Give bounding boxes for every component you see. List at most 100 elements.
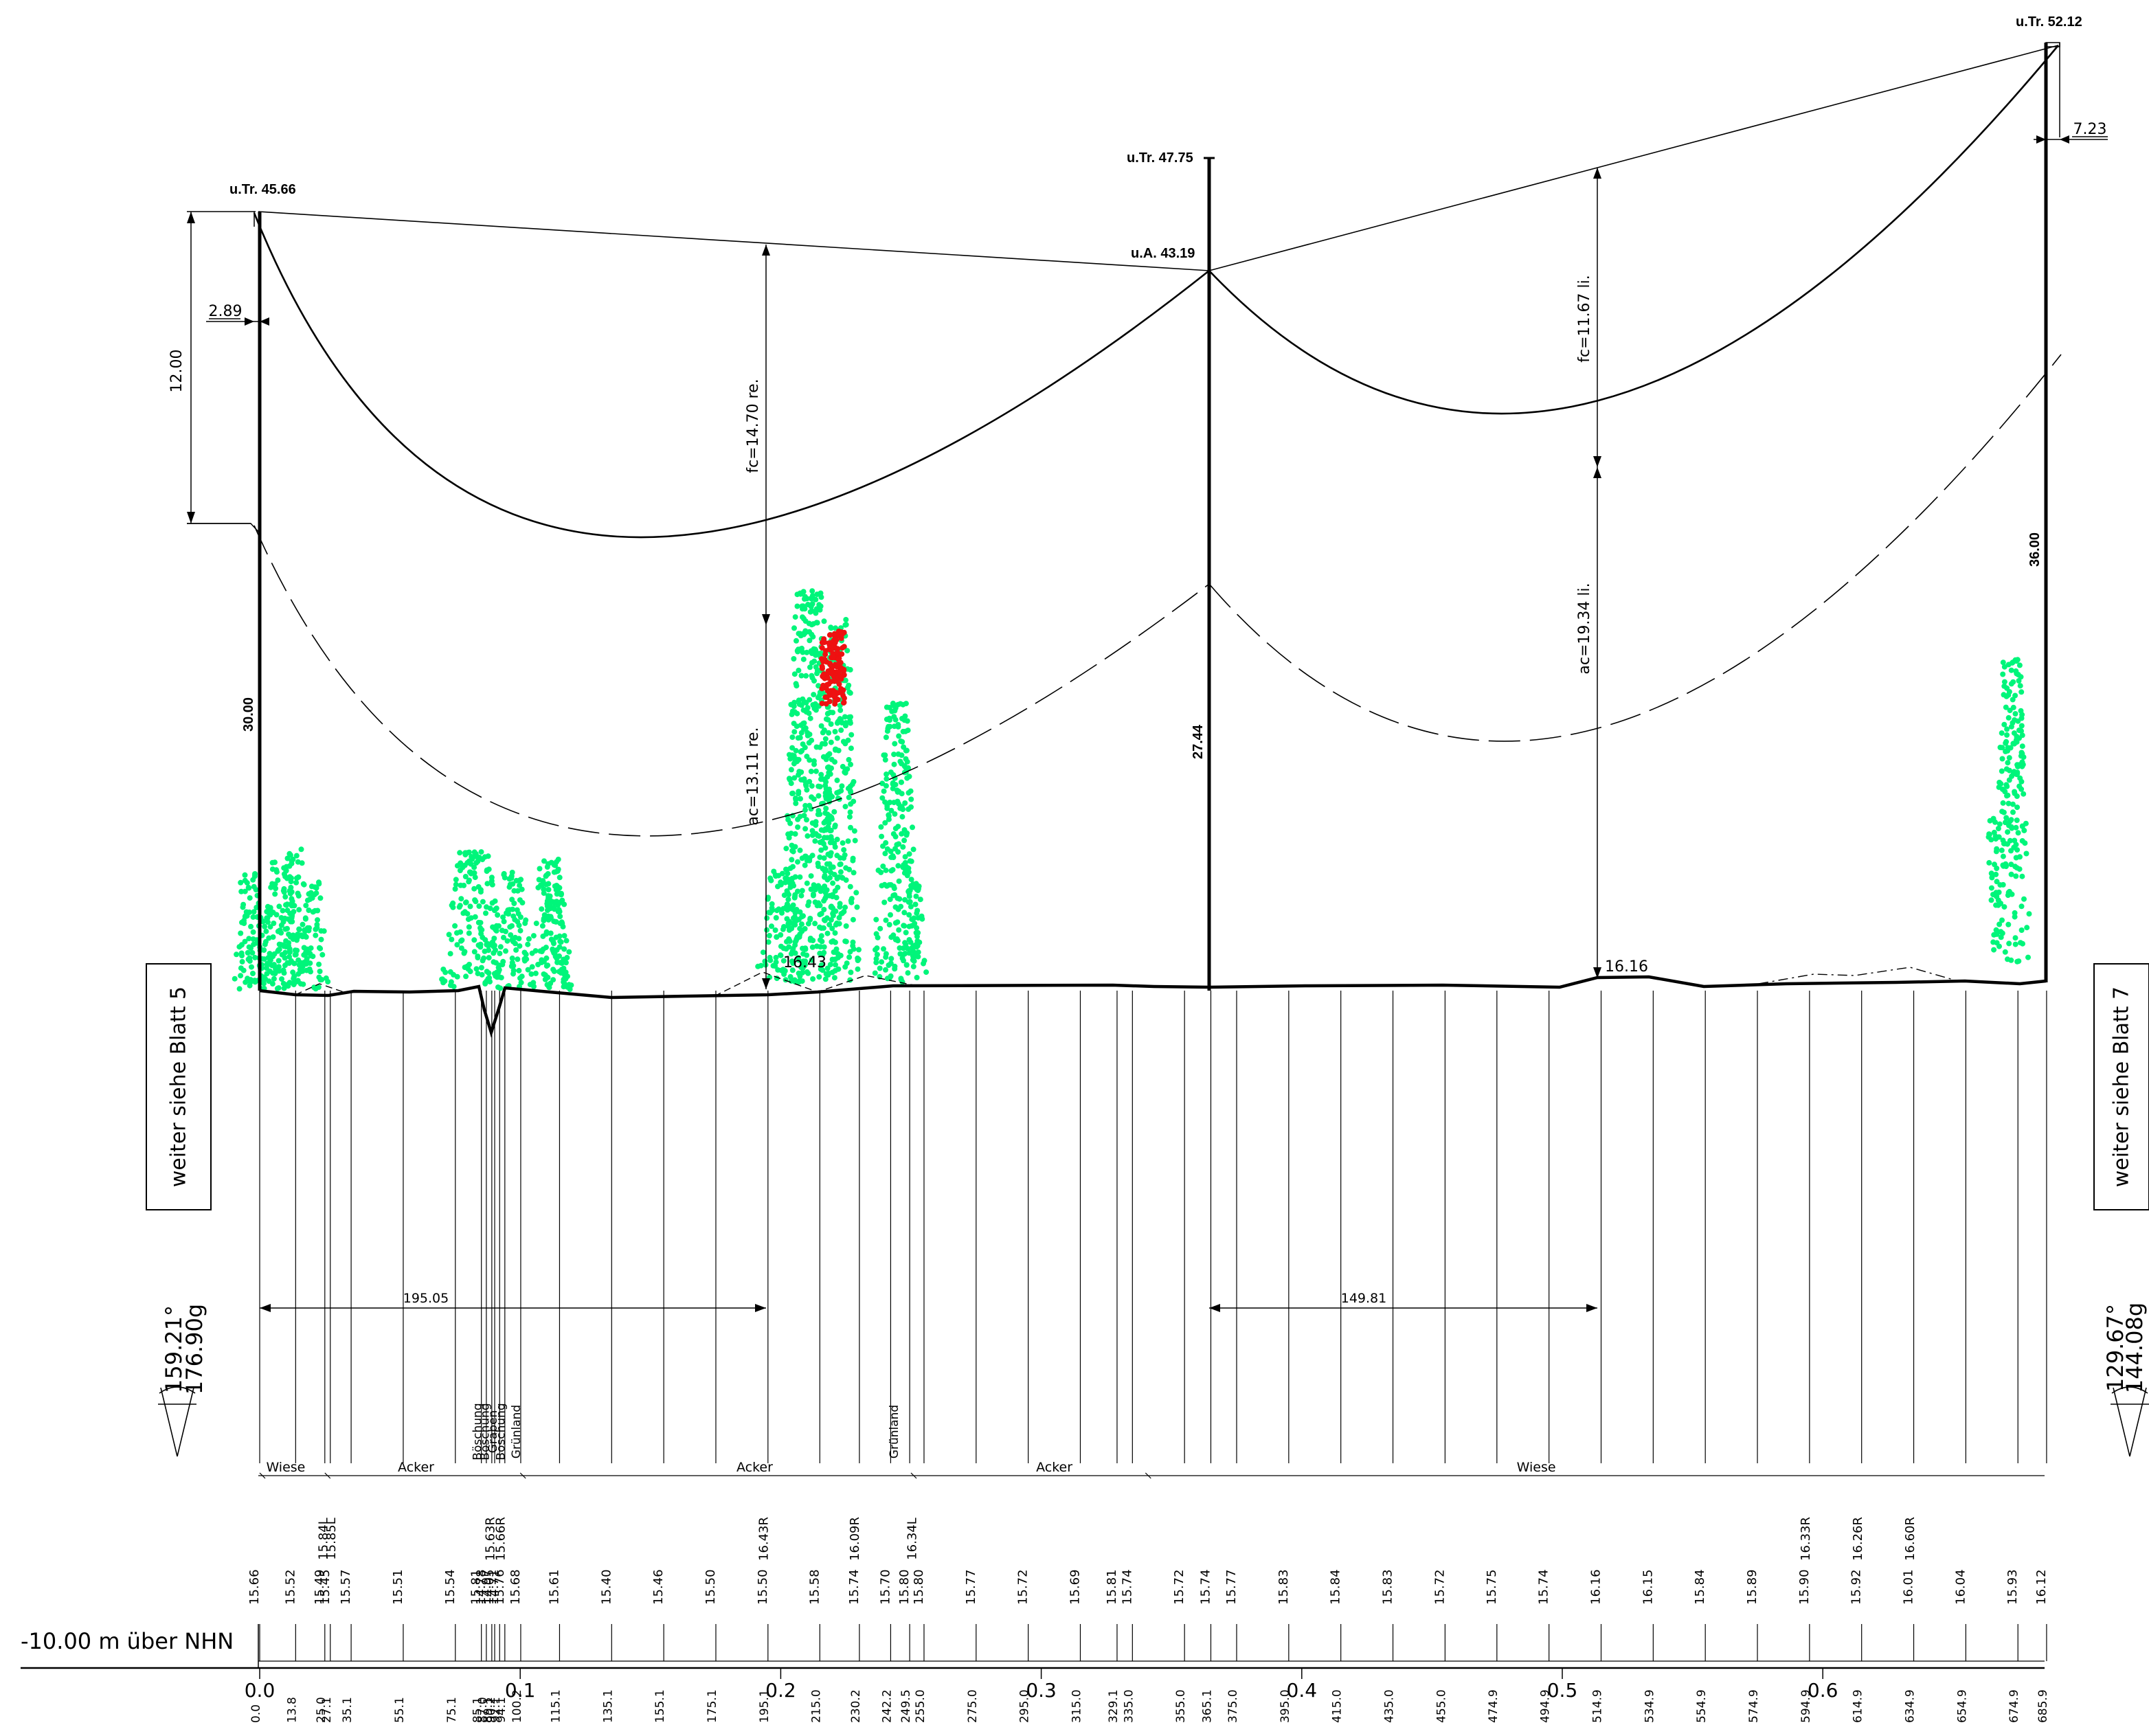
elevation-label: 15.93: [2005, 1569, 2020, 1605]
station-label: 365.1: [1200, 1689, 1214, 1723]
elevation-label: 15.54: [443, 1569, 458, 1605]
station-label: 13.8: [285, 1697, 299, 1723]
elevation-label: 15.68: [508, 1569, 523, 1605]
station-label: 574.9: [1747, 1689, 1761, 1723]
datum-label: -10.00 m über NHN: [21, 1628, 234, 1654]
crossing-label: 16.26R: [1851, 1517, 1865, 1561]
station-label: 249.5: [899, 1689, 913, 1723]
elevation-label: 15.70: [878, 1569, 892, 1605]
vertical-note: Graben: [486, 1410, 500, 1454]
km-label: 0.6: [1808, 1679, 1838, 1702]
station-lines: [259, 991, 2047, 1661]
km-label: 0.1: [505, 1679, 536, 1702]
left-offset-label: 2.89: [209, 303, 243, 320]
vertical-note: Grünland: [510, 1405, 524, 1458]
crossing-label: 16.33R: [1799, 1517, 1813, 1561]
elevation-label: 15.74: [1537, 1569, 1551, 1605]
elevation-label: 15.51: [391, 1569, 405, 1605]
elevation-label: 15.50: [756, 1569, 770, 1605]
right-offset-label: 7.23: [2073, 121, 2107, 138]
tower-middle-label: u.Tr. 47.75: [1127, 150, 1193, 166]
clearance-curve-span-1: [254, 525, 1210, 837]
station-label: 315.0: [1070, 1689, 1083, 1723]
vertical-note: Grünland: [888, 1405, 901, 1458]
span2-ground-label: 16.16: [1605, 958, 1648, 976]
station-label: 242.2: [880, 1689, 894, 1723]
station-label: 534.9: [1643, 1689, 1656, 1723]
station-label: 90.2: [484, 1697, 498, 1723]
station-label: 455.0: [1434, 1689, 1448, 1723]
angle-right-deg: 129.67°: [2102, 1304, 2128, 1392]
km-label: 0.3: [1026, 1679, 1057, 1702]
elevation-label: 14.78: [474, 1569, 488, 1605]
station-label: 415.0: [1331, 1689, 1344, 1723]
vertical-note: Böschung: [479, 1403, 493, 1460]
elevation-label: 15.57: [339, 1569, 353, 1605]
crossing-label: 16.34L: [905, 1518, 920, 1560]
crossing-label: 16.43R: [756, 1517, 771, 1561]
station-label: 654.9: [1955, 1689, 1969, 1723]
elevation-label: 15.81: [1105, 1569, 1119, 1605]
land-use-label: Wiese: [1517, 1460, 1556, 1475]
dimension-12: [187, 211, 256, 524]
elevation-label: 15.76: [493, 1569, 507, 1605]
conductor-sag-span-1: [253, 212, 1210, 539]
station-label: 554.9: [1695, 1689, 1709, 1723]
elevation-label: 15.77: [964, 1569, 978, 1605]
station-label: 0.0: [249, 1704, 263, 1723]
km-label: 0.5: [1547, 1679, 1578, 1702]
angle-left-gon: 176.90g: [181, 1304, 207, 1395]
station-label: 295.0: [1018, 1689, 1032, 1723]
station-label: 685.9: [2036, 1689, 2050, 1723]
elevation-label: 15.92: [1849, 1569, 1864, 1605]
station-label: 395.0: [1279, 1689, 1292, 1723]
station-label: 85.1: [471, 1697, 485, 1723]
secondary-profile-1: [295, 983, 344, 995]
elevation-label: 15.49: [313, 1569, 327, 1605]
station-label: 75.1: [445, 1697, 459, 1723]
elevation-label: 15.80: [912, 1569, 926, 1605]
elevation-label: 16.16: [1589, 1569, 1604, 1605]
vertical-note: Böschung: [471, 1403, 484, 1460]
station-label: 115.1: [549, 1689, 563, 1723]
station-label: 100.2: [510, 1689, 524, 1723]
elevation-label: 15.50: [704, 1569, 718, 1605]
sheet-ref-left-label: weiter siehe Blatt 5: [166, 986, 191, 1188]
km-label: 0.2: [765, 1679, 796, 1702]
sheet-ref-left[interactable]: weiter siehe Blatt 5: [146, 963, 212, 1210]
station-label: 94.1: [495, 1697, 508, 1723]
angle-symbol-left: [158, 1386, 196, 1457]
dim-leader-left: [187, 523, 260, 534]
elevation-label: 15.83: [1276, 1569, 1291, 1605]
elevation-label: 16.01: [1902, 1569, 1916, 1605]
land-use-label: Acker: [398, 1460, 434, 1475]
station-label: 614.9: [1852, 1689, 1865, 1723]
elevation-label: 15.81: [469, 1569, 484, 1605]
elevation-label: 14.05: [482, 1569, 497, 1605]
elevation-label: 15.74: [1120, 1569, 1134, 1605]
tower-left-label: u.Tr. 45.66: [229, 182, 296, 197]
span1-ac-label: ac=13.11 re.: [745, 727, 762, 825]
station-label: 155.1: [653, 1689, 667, 1723]
crossing-label: 15.85L: [324, 1518, 339, 1560]
span2-ac-label: ac=19.34 li.: [1576, 583, 1593, 674]
vegetation-points: [232, 588, 2032, 992]
station-label: 474.9: [1487, 1689, 1500, 1723]
land-use-labels: Wiese Acker Acker Acker Wiese: [259, 1460, 1556, 1479]
station-label: 25.0: [315, 1697, 328, 1723]
earth-wire-span-2: [1208, 45, 2059, 271]
elevation-label: 15.58: [807, 1569, 822, 1605]
station-label: 634.9: [1904, 1689, 1917, 1723]
angle-symbol-right: [2111, 1386, 2149, 1457]
sheet-ref-right[interactable]: weiter siehe Blatt 7: [2093, 963, 2149, 1210]
tower-right-label: u.Tr. 52.12: [2016, 14, 2082, 30]
station-label: 375.0: [1226, 1689, 1240, 1723]
station-label: 35.1: [341, 1697, 355, 1723]
earth-wire-span-1: [258, 211, 1210, 271]
elevation-label: 15.72: [1172, 1569, 1186, 1605]
station-label: 87.0: [476, 1697, 490, 1723]
conductor-sag-span-2: [1208, 45, 2060, 415]
elevation-label: 15.77: [1224, 1569, 1239, 1605]
